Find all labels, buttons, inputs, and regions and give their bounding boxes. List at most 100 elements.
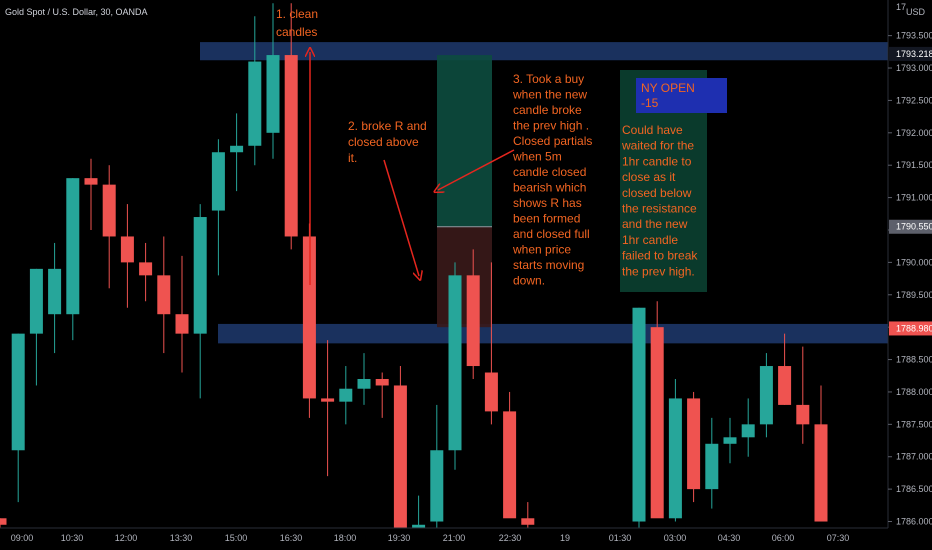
price-tick-label: 1787.000 <box>896 452 932 462</box>
price-tag-label: 1790.550 <box>896 222 932 232</box>
note-took-buy-line: shows R has <box>513 196 582 210</box>
price-tag-gray <box>889 219 932 234</box>
candle-body <box>393 385 407 528</box>
candle-body <box>484 372 498 412</box>
candle-body <box>723 437 737 444</box>
note-could-have-waited-line: 1hr candle to <box>622 154 692 168</box>
price-tick-label: 1791.500 <box>896 160 932 170</box>
candle-body <box>503 411 517 519</box>
note-ny-open-line: NY OPEN <box>641 81 695 95</box>
price-tick-label: 1786.500 <box>896 484 932 494</box>
time-tick-label: 07:30 <box>827 533 850 543</box>
note-took-buy-line: bearish which <box>513 181 586 195</box>
candle-body <box>375 378 389 386</box>
candle-body <box>339 388 353 402</box>
price-tag-red <box>889 321 932 336</box>
candle-body <box>357 378 371 389</box>
price-tag-label: 1793.218 <box>896 49 932 59</box>
note-clean-candles-line: candles <box>276 25 317 39</box>
candle-body <box>412 524 426 528</box>
price-tick-label: 1793.000 <box>896 63 932 73</box>
time-axis[interactable] <box>0 528 888 550</box>
candle-body <box>211 152 225 211</box>
candle-body <box>66 178 80 315</box>
candle-body <box>321 398 335 402</box>
candle-body <box>430 450 444 522</box>
note-took-buy-line: candle closed <box>513 165 586 179</box>
candle-body <box>284 55 298 237</box>
note-took-buy-line: Closed partials <box>513 134 592 148</box>
time-tick-label: 10:30 <box>61 533 84 543</box>
note-could-have-waited-line: 1hr candle <box>622 233 678 247</box>
time-tick-label: 12:00 <box>115 533 138 543</box>
note-could-have-waited: Could have waited for the 1hr candle to clo… <box>621 123 698 278</box>
time-tick-label: 03:00 <box>664 533 687 543</box>
time-tick-label: 22:30 <box>499 533 522 543</box>
long-position-tool[interactable] <box>437 55 492 328</box>
price-tick-label: 1788.500 <box>896 355 932 365</box>
candle-body <box>668 398 682 519</box>
candle-body <box>521 518 535 525</box>
price-tick-label: 1791.000 <box>896 193 932 203</box>
note-took-buy-line: 3. Took a buy <box>513 72 584 86</box>
candle-layer <box>0 3 828 528</box>
time-tick-label: 01:30 <box>609 533 632 543</box>
candle-body <box>48 268 62 315</box>
note-took-buy-line: been formed <box>513 212 580 226</box>
note-could-have-waited-line: waited for the <box>621 139 694 153</box>
note-took-buy-line: when 5m <box>512 150 562 164</box>
note-took-buy-line: the prev high . <box>513 119 589 133</box>
candle-body <box>248 61 262 146</box>
note-could-have-waited-line: the prev high. <box>622 264 695 278</box>
position-stop-area[interactable] <box>437 226 492 328</box>
symbol-title: Gold Spot / U.S. Dollar, 30, OANDA <box>5 7 148 17</box>
entry-arrow <box>438 149 515 190</box>
note-broke-resistance-line: 2. broke R and <box>348 119 427 133</box>
candle-body <box>632 307 646 522</box>
note-could-have-waited-line: and the new <box>622 217 688 231</box>
position-target-area[interactable] <box>437 55 492 227</box>
candle-body <box>302 236 316 399</box>
currency-label: USD <box>906 7 926 17</box>
candle-body <box>157 275 171 315</box>
price-tags: 1793.218 1790.550 1788.980 <box>889 46 932 336</box>
arrow-layer <box>310 52 515 285</box>
candle-body <box>193 217 207 334</box>
candle-body <box>120 236 134 263</box>
time-tick-label: 09:00 <box>11 533 34 543</box>
candle-body <box>778 366 792 405</box>
note-took-buy-line: when the new <box>512 88 587 102</box>
time-tick-label: 16:30 <box>280 533 303 543</box>
time-tick-label: 15:00 <box>225 533 248 543</box>
candle-body <box>0 518 7 525</box>
candle-body <box>796 404 810 425</box>
price-axis[interactable] <box>888 0 932 550</box>
note-took-buy-line: starts moving <box>513 258 584 272</box>
time-tick-label: 19 <box>560 533 570 543</box>
time-tick-label: 04:30 <box>718 533 741 543</box>
candle-body <box>175 314 189 334</box>
zone-layer <box>200 42 888 344</box>
price-tag-navy <box>889 46 932 61</box>
candle-body <box>139 262 153 276</box>
resistance-zone[interactable] <box>218 323 888 344</box>
time-tick-label: 18:00 <box>334 533 357 543</box>
candle-body <box>11 333 25 451</box>
note-took-buy-line: candle broke <box>513 103 582 117</box>
candle-body <box>705 443 719 490</box>
note-took-buy-line: when price <box>512 243 571 257</box>
note-could-have-waited-line: the resistance <box>622 202 697 216</box>
candle-body <box>84 178 98 185</box>
candle-body <box>650 327 664 519</box>
ny-open-box[interactable] <box>620 70 727 292</box>
price-tag-label: 1788.980 <box>896 323 932 333</box>
note-clean-candles-line: 1. clean <box>276 7 318 21</box>
supply-zone[interactable] <box>200 42 888 61</box>
note-could-have-waited-line: close as it <box>622 170 676 184</box>
candle-body <box>759 366 773 425</box>
price-tick-label: 1793.500 <box>896 31 932 41</box>
candle-body <box>741 424 755 438</box>
candle-body <box>230 145 244 153</box>
note-took-buy: 3. Took a buy when the new candle broke the… <box>512 72 592 288</box>
